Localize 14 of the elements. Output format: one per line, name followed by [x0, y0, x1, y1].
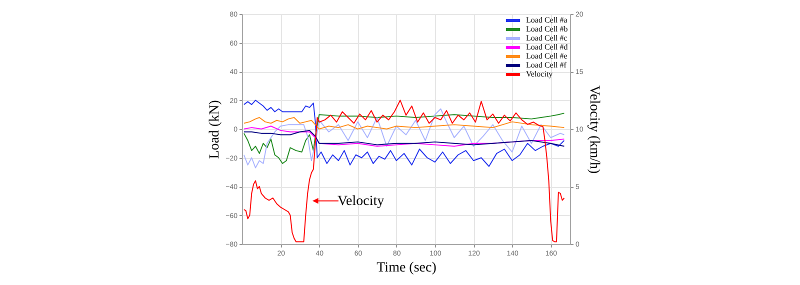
line-series: [243, 117, 565, 130]
legend-label: Load Cell #d: [526, 42, 568, 52]
line-series: [243, 130, 565, 147]
legend-label: Load Cell #c: [526, 34, 568, 42]
legend-label: Velocity: [526, 70, 553, 78]
line-series: [243, 100, 565, 242]
y2-axis-title: Velocity (km/h): [586, 85, 602, 174]
legend-label: Load Cell #a: [526, 16, 568, 24]
legend-label: Load Cell #b: [526, 24, 568, 34]
annotation: Velocity: [337, 194, 384, 209]
y-axis-title: Load (kN): [208, 100, 223, 159]
x-axis-title: Time (sec): [376, 260, 437, 276]
legend-label: Load Cell #f: [526, 60, 567, 70]
legend-label: Load Cell #e: [526, 52, 568, 60]
